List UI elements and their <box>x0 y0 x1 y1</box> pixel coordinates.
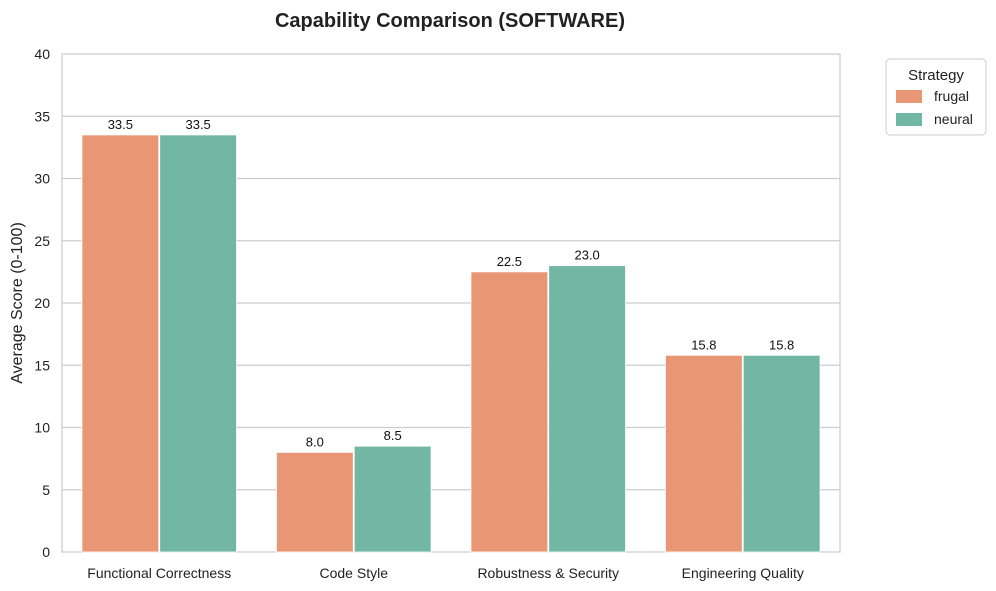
x-tick-label: Engineering Quality <box>682 565 804 581</box>
bars <box>81 134 821 553</box>
bar-value-label: 8.0 <box>306 434 324 449</box>
legend-title: Strategy <box>908 67 964 84</box>
legend: Strategy frugal neural <box>885 58 987 136</box>
y-tick-label: 40 <box>34 46 50 62</box>
y-tick-label: 30 <box>34 171 50 187</box>
bar-value-labels: 33.5 33.5 8.0 8.5 22.5 23.0 15.8 15.8 <box>108 117 795 449</box>
bar-value-label: 15.8 <box>769 337 794 352</box>
bar-value-label: 33.5 <box>185 117 210 132</box>
y-tick-label: 10 <box>34 420 50 436</box>
bar-value-label: 33.5 <box>108 117 133 132</box>
bar-value-label: 22.5 <box>497 254 522 269</box>
bar-frugal <box>81 134 160 553</box>
legend-swatch-neural <box>896 113 922 126</box>
legend-label-neural: neural <box>934 111 973 127</box>
legend-label-frugal: frugal <box>934 88 969 104</box>
y-tick-label: 0 <box>42 544 50 560</box>
bar-frugal <box>470 271 549 553</box>
x-tick-label: Robustness & Security <box>477 565 619 581</box>
bar-neural <box>548 265 626 553</box>
bar-frugal <box>276 451 354 553</box>
bar-value-label: 8.5 <box>384 428 402 443</box>
bar-neural <box>742 354 821 553</box>
x-tick-labels: Functional Correctness Code Style Robustne… <box>87 565 804 581</box>
bar-neural <box>159 134 237 553</box>
bar-frugal <box>665 354 743 553</box>
y-tick-label: 5 <box>42 482 50 498</box>
bar-neural <box>353 445 432 553</box>
y-tick-labels: 0 5 10 15 20 25 30 35 40 <box>34 46 50 560</box>
y-axis-label: Average Score (0-100) <box>9 222 26 384</box>
x-tick-label: Functional Correctness <box>87 565 231 581</box>
legend-swatch-frugal <box>896 90 922 103</box>
x-tick-label: Code Style <box>320 565 389 581</box>
y-tick-label: 20 <box>34 295 50 311</box>
y-tick-label: 15 <box>34 357 50 373</box>
chart-title: Capability Comparison (SOFTWARE) <box>275 10 625 32</box>
y-tick-label: 25 <box>34 233 50 249</box>
legend-entries: frugal neural <box>896 88 973 127</box>
y-tick-label: 35 <box>34 108 50 124</box>
bar-value-label: 23.0 <box>574 248 599 263</box>
bar-value-label: 15.8 <box>691 337 716 352</box>
